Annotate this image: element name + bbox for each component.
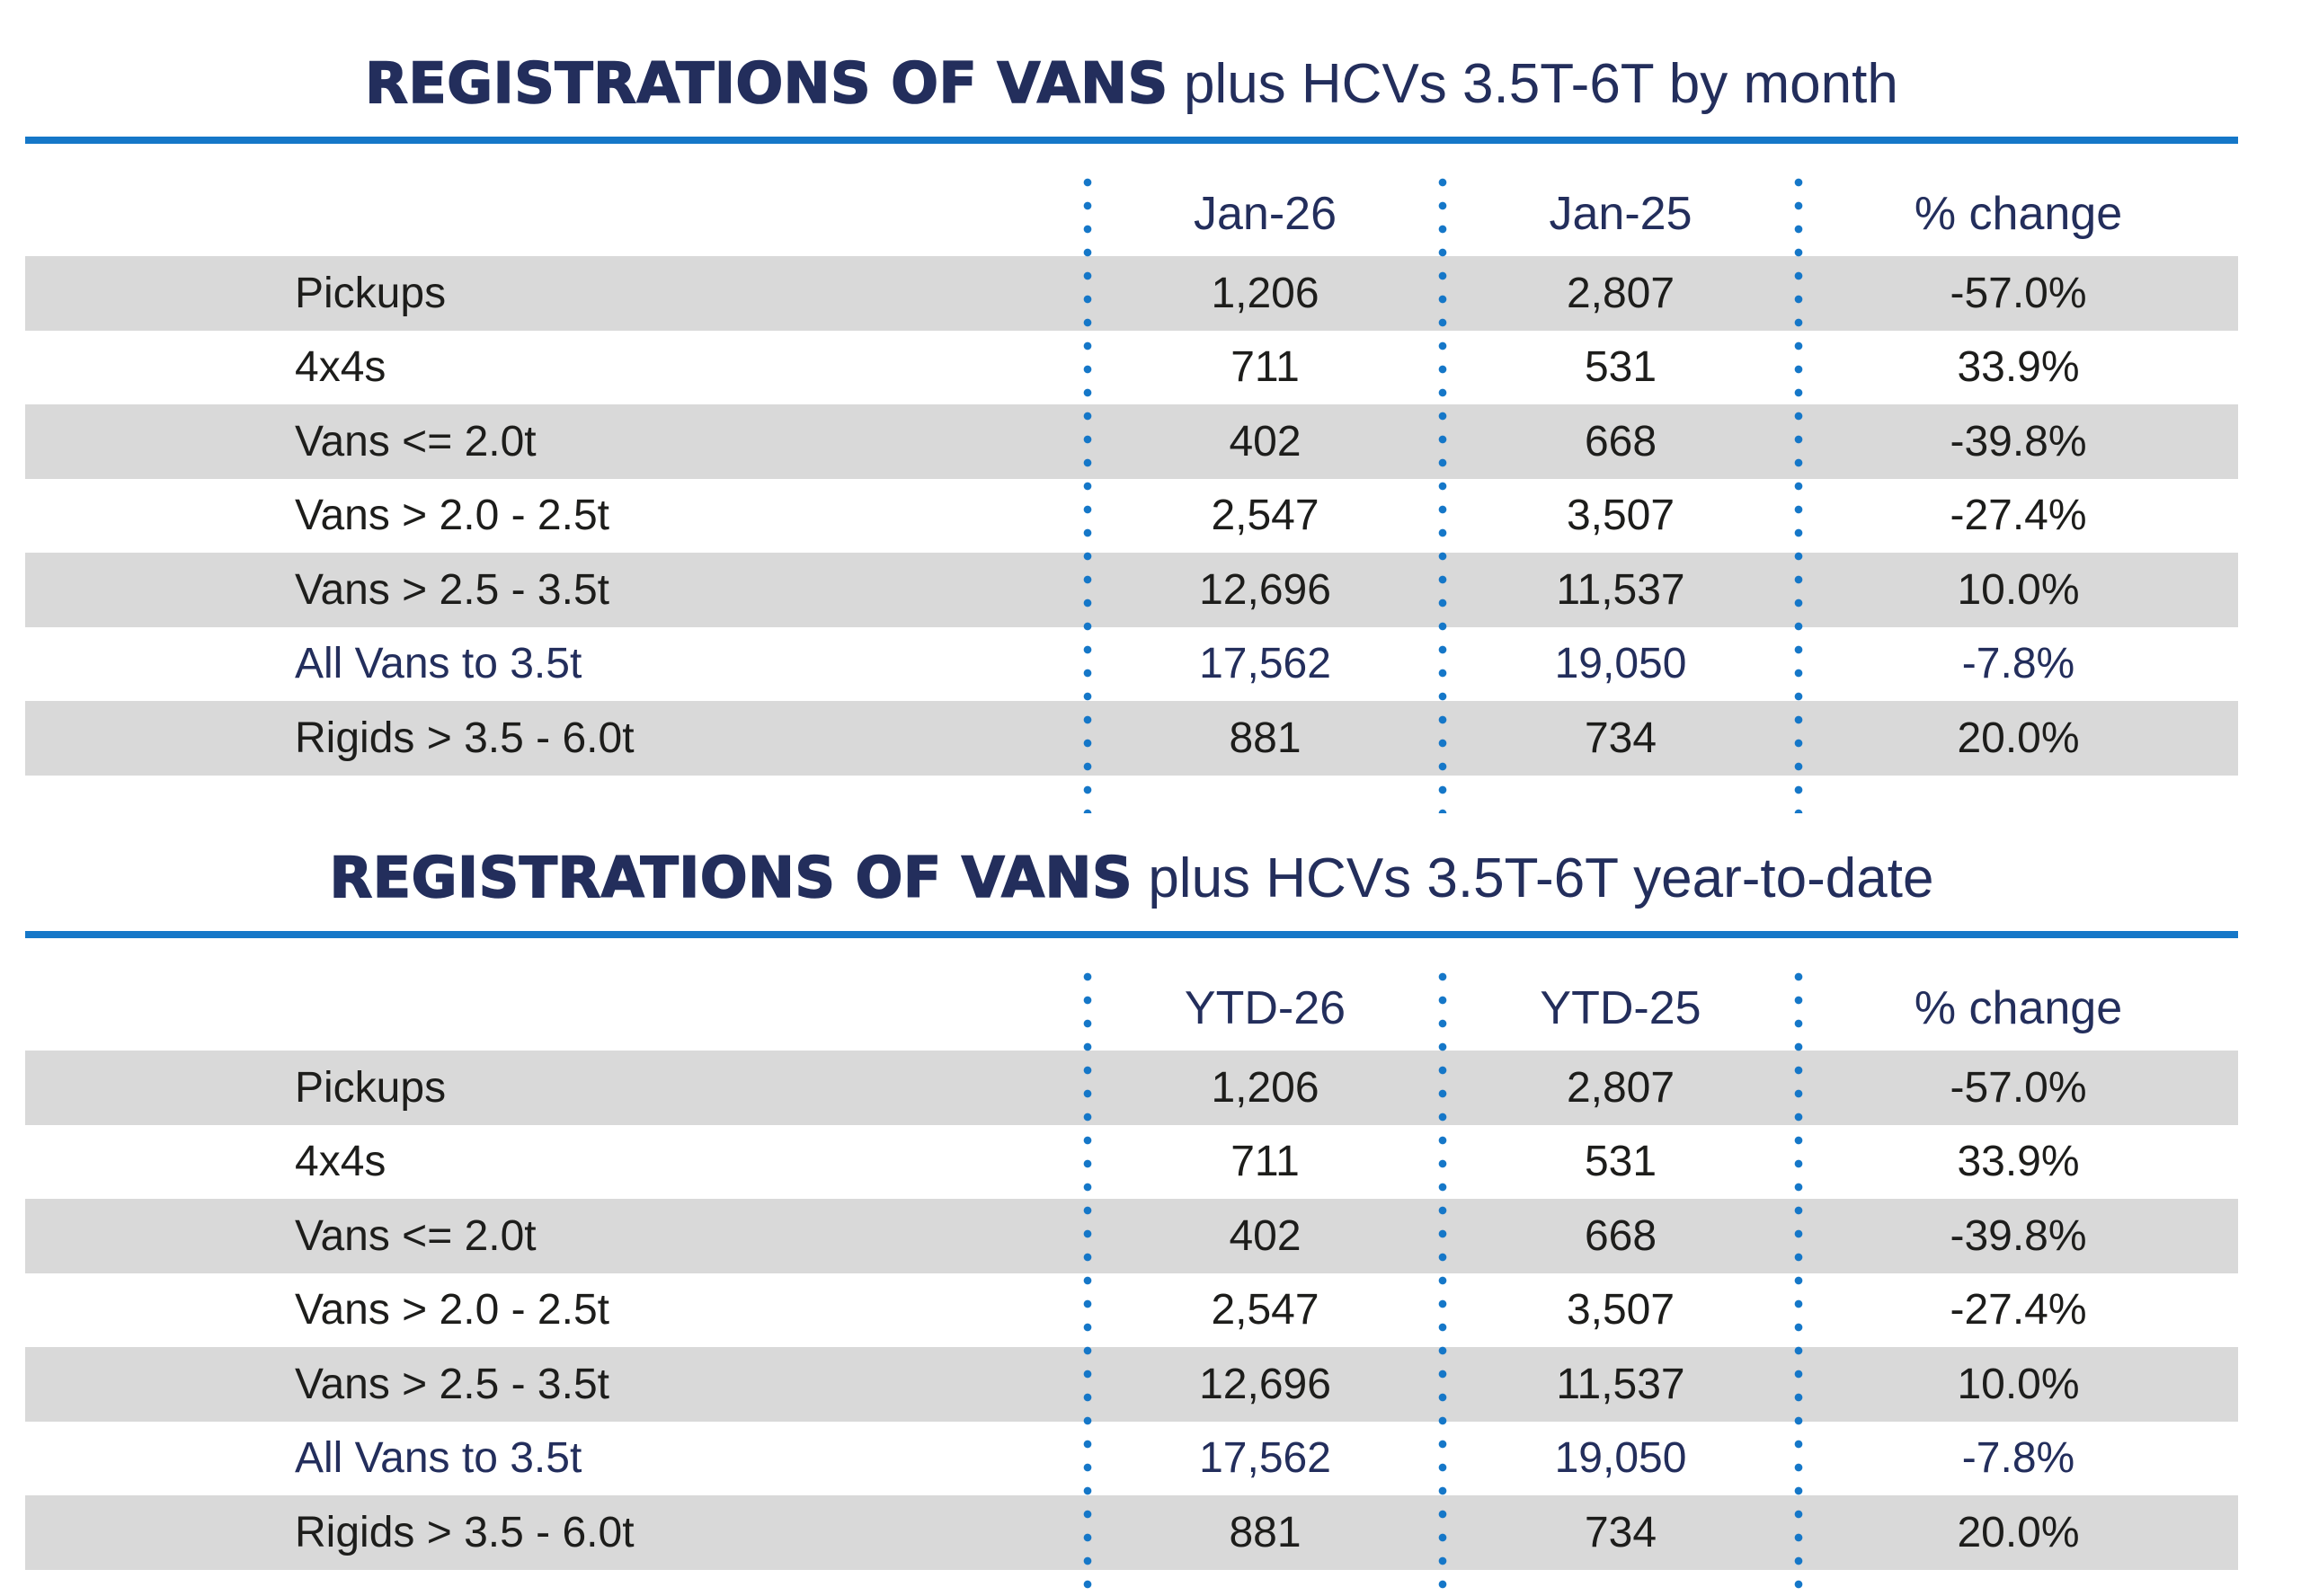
column-header-previous: Jan-25 <box>1549 187 1692 240</box>
table-row: Rigids > 3.5 - 6.0t 881 734 20.0% <box>25 701 2238 776</box>
value-previous: 11,537 <box>1556 1360 1685 1408</box>
row-label: Pickups <box>295 269 447 317</box>
value-previous: 668 <box>1584 417 1657 466</box>
row-label: Vans <= 2.0t <box>295 1211 537 1260</box>
value-current: 402 <box>1229 1211 1302 1260</box>
value-current: 711 <box>1230 1138 1300 1186</box>
row-label: Vans > 2.0 - 2.5t <box>295 1286 609 1334</box>
value-percent-change: 10.0% <box>1957 1360 2080 1408</box>
value-percent-change: -57.0% <box>1950 269 2087 317</box>
dotted-column-separator <box>1083 171 1092 813</box>
value-percent-change: -7.8% <box>1961 1434 2075 1483</box>
value-percent-change: -57.0% <box>1950 1063 2087 1112</box>
value-previous: 531 <box>1584 343 1657 392</box>
table-section-year-to-date: REGISTRATIONS OF VANS plus HCVs 3.5T-6T … <box>0 794 2301 1596</box>
value-previous: 3,507 <box>1566 492 1675 540</box>
divider-rule <box>25 931 2238 938</box>
value-previous: 3,507 <box>1566 1286 1675 1334</box>
value-current: 881 <box>1229 1508 1302 1556</box>
table-row: Vans > 2.0 - 2.5t 2,547 3,507 -27.4% <box>25 479 2238 554</box>
value-previous: 734 <box>1584 1508 1657 1556</box>
column-header-change: % change <box>1914 187 2123 240</box>
dotted-column-separator <box>1794 171 1803 813</box>
value-current: 711 <box>1230 343 1300 392</box>
table-row: All Vans to 3.5t 17,562 19,050 -7.8% <box>25 1422 2238 1496</box>
table-row: 4x4s 711 531 33.9% <box>25 1125 2238 1200</box>
table-row: Vans > 2.5 - 3.5t 12,696 11,537 10.0% <box>25 1347 2238 1422</box>
table-row: Vans > 2.0 - 2.5t 2,547 3,507 -27.4% <box>25 1273 2238 1348</box>
value-percent-change: 33.9% <box>1957 1138 2080 1186</box>
value-percent-change: -7.8% <box>1961 640 2075 688</box>
table-title-bold: REGISTRATIONS OF VANS <box>329 845 1133 910</box>
value-percent-change: -39.8% <box>1950 1211 2087 1260</box>
table-row: Rigids > 3.5 - 6.0t 881 734 20.0% <box>25 1495 2238 1570</box>
table-row: Vans <= 2.0t 402 668 -39.8% <box>25 1199 2238 1273</box>
value-current: 17,562 <box>1199 1434 1331 1483</box>
dotted-column-separator <box>1438 171 1447 813</box>
value-previous: 668 <box>1584 1211 1657 1260</box>
row-label: Vans > 2.5 - 3.5t <box>295 1360 609 1408</box>
value-current: 17,562 <box>1199 640 1331 688</box>
value-percent-change: 20.0% <box>1957 714 2080 762</box>
value-previous: 2,807 <box>1566 269 1675 317</box>
value-current: 1,206 <box>1211 1063 1319 1112</box>
dotted-column-separator <box>1438 965 1447 1596</box>
value-percent-change: 33.9% <box>1957 343 2080 392</box>
table-title: REGISTRATIONS OF VANS plus HCVs 3.5T-6T … <box>25 53 2238 115</box>
table-body: Pickups 1,206 2,807 -57.0% 4x4s 711 531 … <box>25 1051 2238 1570</box>
row-label: 4x4s <box>295 343 386 392</box>
table-header-row: YTD-26 YTD-25 % change <box>25 965 2238 1051</box>
column-header-current: Jan-26 <box>1194 187 1337 240</box>
value-previous: 11,537 <box>1556 565 1685 614</box>
row-label: 4x4s <box>295 1138 386 1186</box>
table-title-rest: plus HCVs 3.5T-6T year-to-date <box>1133 847 1934 909</box>
row-label: Vans > 2.5 - 3.5t <box>295 565 609 614</box>
value-percent-change: -39.8% <box>1950 417 2087 466</box>
table-title-bold: REGISTRATIONS OF VANS <box>364 50 1168 116</box>
column-header-previous: YTD-25 <box>1540 981 1701 1034</box>
dotted-column-separator <box>1083 965 1092 1596</box>
value-previous: 2,807 <box>1566 1063 1675 1112</box>
table-section-by-month: REGISTRATIONS OF VANS plus HCVs 3.5T-6T … <box>25 53 2238 813</box>
row-label: Vans > 2.0 - 2.5t <box>295 492 609 540</box>
table-row: Vans <= 2.0t 402 668 -39.8% <box>25 404 2238 479</box>
table-row: All Vans to 3.5t 17,562 19,050 -7.8% <box>25 627 2238 702</box>
row-label: Vans <= 2.0t <box>295 417 537 466</box>
table-header-row: Jan-26 Jan-25 % change <box>25 171 2238 256</box>
value-previous: 531 <box>1584 1138 1657 1186</box>
table-title: REGISTRATIONS OF VANS plus HCVs 3.5T-6T … <box>25 847 2238 909</box>
value-previous: 19,050 <box>1554 1434 1687 1483</box>
divider-rule <box>25 137 2238 144</box>
table-row: 4x4s 711 531 33.9% <box>25 331 2238 405</box>
column-header-change: % change <box>1914 981 2123 1034</box>
table-body: Pickups 1,206 2,807 -57.0% 4x4s 711 531 … <box>25 256 2238 776</box>
value-percent-change: 20.0% <box>1957 1508 2080 1556</box>
row-label: Rigids > 3.5 - 6.0t <box>295 714 635 762</box>
row-label: Rigids > 3.5 - 6.0t <box>295 1508 635 1556</box>
row-label: All Vans to 3.5t <box>295 1434 582 1483</box>
value-previous: 734 <box>1584 714 1657 762</box>
value-current: 12,696 <box>1199 1360 1331 1408</box>
value-current: 12,696 <box>1199 565 1331 614</box>
value-current: 881 <box>1229 714 1302 762</box>
dotted-column-separator <box>1794 965 1803 1596</box>
table-row: Pickups 1,206 2,807 -57.0% <box>25 256 2238 331</box>
value-previous: 19,050 <box>1554 640 1687 688</box>
column-header-current: YTD-26 <box>1184 981 1346 1034</box>
table-row: Pickups 1,206 2,807 -57.0% <box>25 1051 2238 1125</box>
value-percent-change: 10.0% <box>1957 565 2080 614</box>
value-percent-change: -27.4% <box>1950 1286 2087 1334</box>
data-table: Jan-26 Jan-25 % change Pickups 1,206 2,8… <box>25 171 2238 813</box>
table-row: Vans > 2.5 - 3.5t 12,696 11,537 10.0% <box>25 553 2238 627</box>
value-percent-change: -27.4% <box>1950 492 2087 540</box>
value-current: 2,547 <box>1211 492 1319 540</box>
data-table: YTD-26 YTD-25 % change Pickups 1,206 2,8… <box>25 965 2238 1596</box>
value-current: 402 <box>1229 417 1302 466</box>
row-label: All Vans to 3.5t <box>295 640 582 688</box>
row-label: Pickups <box>295 1063 447 1112</box>
value-current: 2,547 <box>1211 1286 1319 1334</box>
table-title-rest: plus HCVs 3.5T-6T by month <box>1168 53 1898 115</box>
value-current: 1,206 <box>1211 269 1319 317</box>
